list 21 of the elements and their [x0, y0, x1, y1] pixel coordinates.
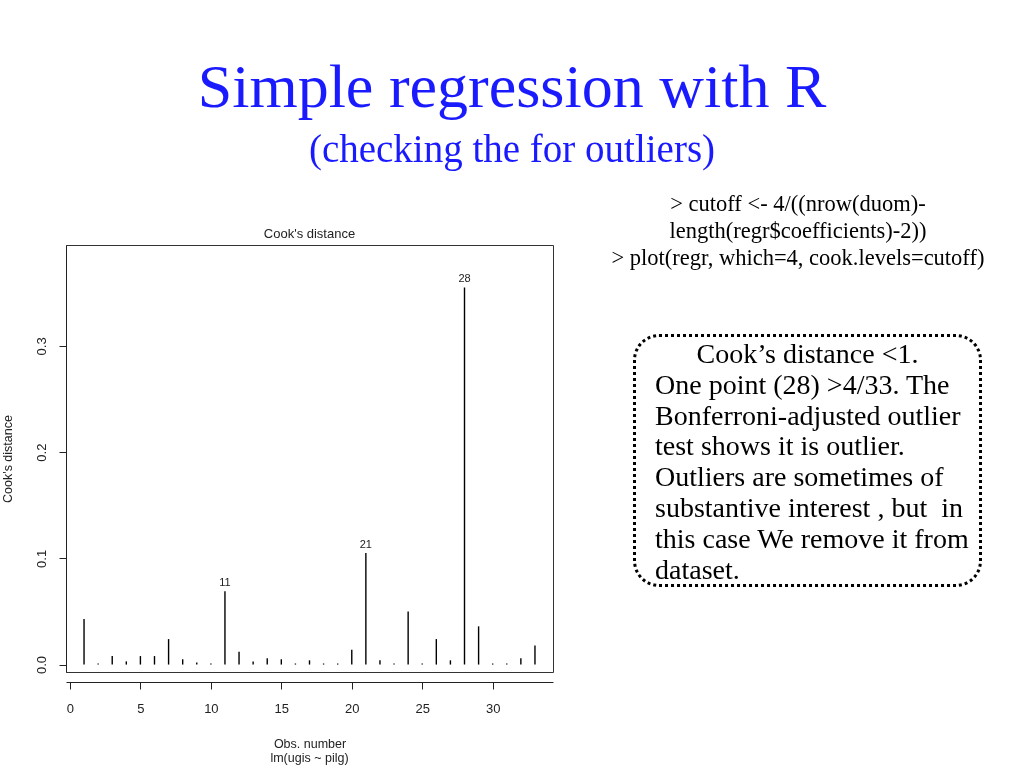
- x-tick-label: 25: [415, 700, 430, 716]
- x-tick-label: 5: [137, 700, 145, 716]
- y-tick-label: 0.2: [33, 443, 49, 462]
- annotation: 21: [359, 538, 372, 551]
- y-axis-title: Cook's distance: [0, 415, 15, 503]
- y-tick-label: 0.1: [33, 549, 49, 568]
- y-tick-label: 0.0: [33, 656, 49, 675]
- chart-title: Simple regression with R: [196, 52, 828, 120]
- annotation: 28: [458, 272, 471, 285]
- text: lm(ugis ~ pilg): [270, 751, 349, 765]
- text: Cook's distance: [263, 226, 356, 241]
- x-tick-label: 20: [345, 700, 360, 716]
- x-tick-label: 30: [485, 700, 501, 716]
- annotation: 11: [219, 576, 231, 589]
- x-tick-label: 15: [274, 700, 290, 716]
- text: > cutoff <- 4/((nrow(duom)- length(regr$coefficients)-2)) > plot(regr, which=4, cook.levels=cutoff): [610, 190, 986, 271]
- x-tick-label: 10: [204, 700, 219, 716]
- x-tick-label: 0: [66, 700, 75, 716]
- x-axis-title: Obs. number: [273, 736, 347, 751]
- chart-subtitle: (checking the for outliers): [307, 127, 717, 170]
- y-tick-label: 0.3: [33, 337, 49, 356]
